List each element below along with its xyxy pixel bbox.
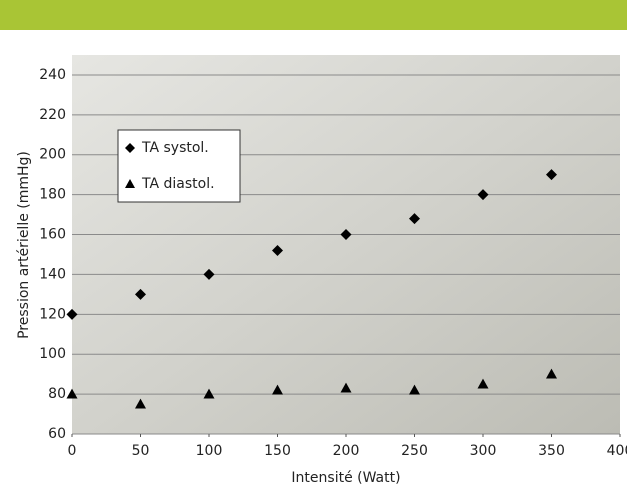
- x-tick-label: 300: [470, 443, 497, 459]
- y-axis-label: Pression artérielle (mmHg): [16, 151, 32, 339]
- chart: Pression artérielle (mmHg) Intensité (Wa…: [0, 0, 627, 491]
- x-tick-label: 350: [538, 443, 565, 459]
- y-tick-label: 80: [48, 386, 66, 402]
- x-tick-label: 150: [264, 443, 291, 459]
- y-tick-label: 60: [48, 426, 66, 442]
- y-tick-label: 220: [39, 107, 66, 123]
- x-tick-label: 400: [607, 443, 627, 459]
- legend-label: TA systol.: [141, 140, 209, 156]
- plot-background: [72, 55, 620, 434]
- y-tick-label: 160: [39, 227, 66, 243]
- y-tick-label: 120: [39, 306, 66, 322]
- y-tick-label: 240: [39, 67, 66, 83]
- y-tick-label: 180: [39, 187, 66, 203]
- x-tick-label: 100: [196, 443, 223, 459]
- y-tick-label: 140: [39, 266, 66, 282]
- x-tick-label: 0: [68, 443, 77, 459]
- x-axis-label: Intensité (Watt): [291, 470, 400, 486]
- y-tick-label: 100: [39, 346, 66, 362]
- x-tick-label: 200: [333, 443, 360, 459]
- x-tick-label: 250: [401, 443, 428, 459]
- header-bar: [0, 0, 627, 30]
- legend-label: TA diastol.: [141, 176, 215, 192]
- x-tick-label: 50: [132, 443, 150, 459]
- y-tick-label: 200: [39, 147, 66, 163]
